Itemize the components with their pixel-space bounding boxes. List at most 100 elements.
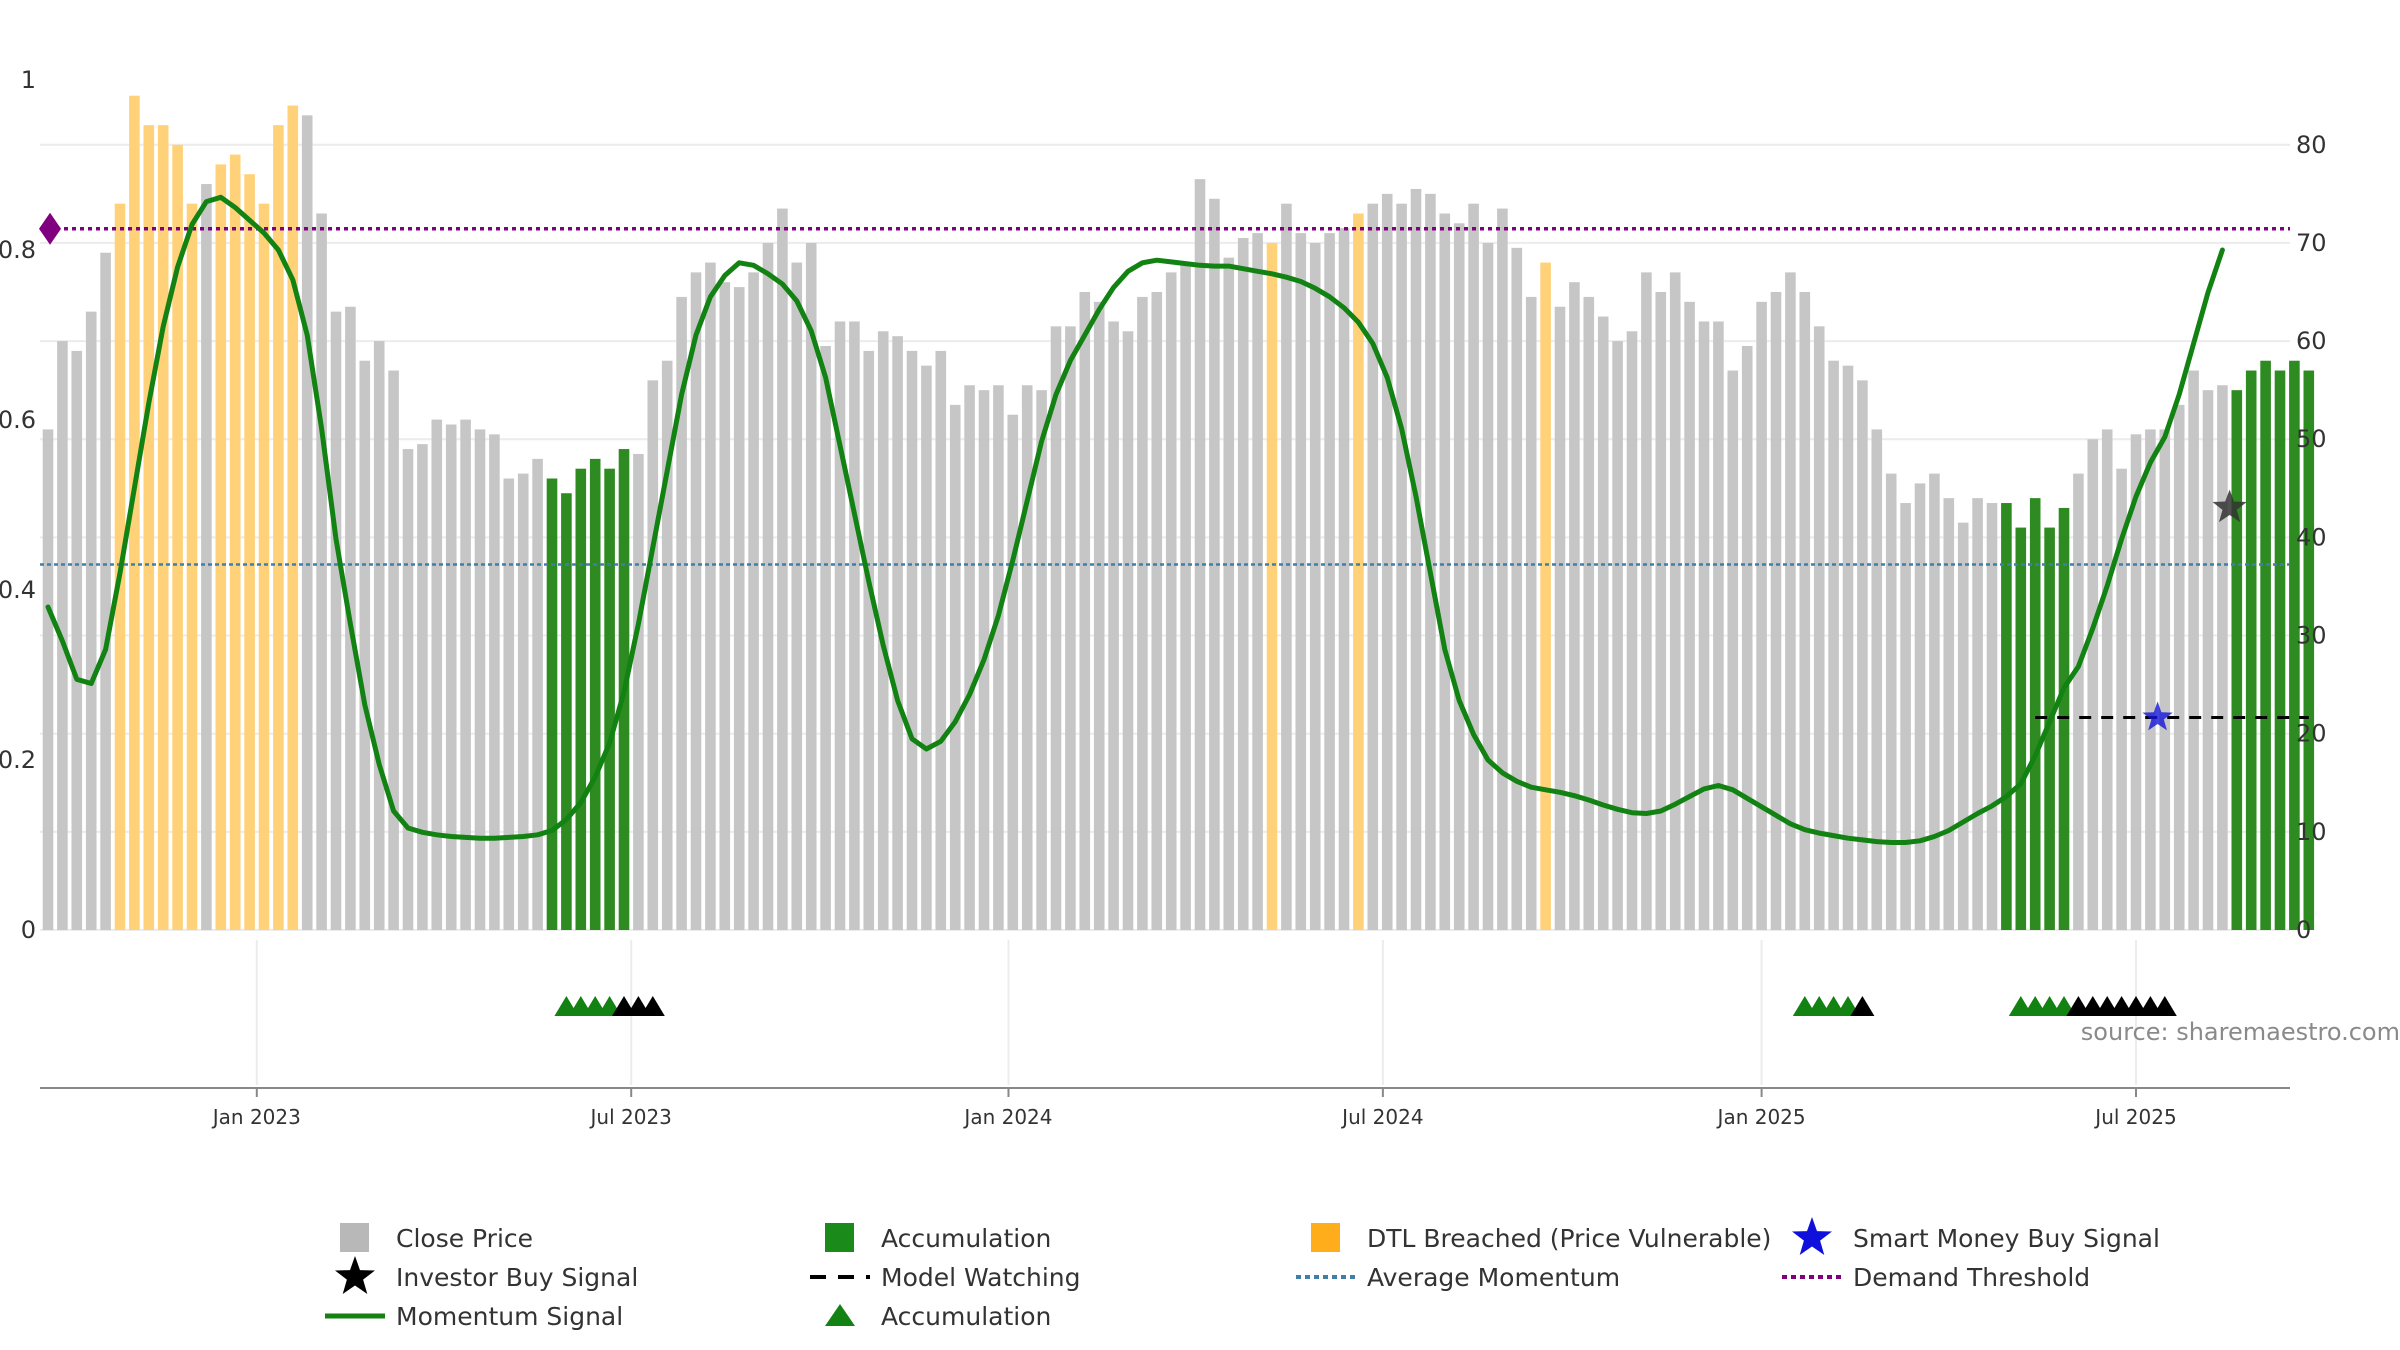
close-price-bar: [1741, 345, 1753, 931]
dtl-breached-bar: [1353, 213, 1364, 930]
accumulation-bar: [589, 458, 601, 930]
close-price-bar: [1857, 380, 1868, 930]
close-price-bar: [2173, 404, 2185, 930]
left-axis-tick-label: 0: [21, 916, 36, 944]
close-price-bar: [100, 252, 111, 930]
close-price-bar: [42, 429, 54, 930]
close-price-bar: [892, 336, 903, 930]
close-price-bars: [42, 95, 2315, 931]
left-axis-tick-label: 0.4: [0, 576, 36, 604]
close-price-bar: [1410, 188, 1422, 930]
close-price-bar: [690, 272, 702, 930]
accumulation-bar: [2044, 527, 2055, 930]
close-price-bar: [1137, 296, 1148, 930]
close-price-bar: [1093, 301, 1105, 931]
close-price-bar: [330, 311, 342, 930]
legend-label: Model Watching: [881, 1263, 1081, 1292]
close-price-bar: [1237, 238, 1249, 931]
close-price-bar: [532, 458, 543, 930]
legend-label: Investor Buy Signal: [396, 1263, 638, 1292]
close-price-bar: [1295, 233, 1307, 930]
close-price-bar: [1943, 498, 1955, 930]
close-price-bar: [1007, 414, 1019, 930]
close-price-bar: [935, 350, 947, 930]
close-price-bar: [1151, 292, 1163, 930]
accumulation-bar: [2274, 370, 2286, 930]
close-price-bar: [1209, 198, 1220, 931]
legend-item: Momentum Signal: [325, 1302, 623, 1331]
close-price-bar: [1381, 193, 1393, 930]
legend-item: Demand Threshold: [1782, 1263, 2090, 1292]
accumulation-bar: [575, 468, 587, 930]
accumulation-bar: [2015, 527, 2027, 930]
close-price-bar: [373, 341, 385, 930]
x-axis-tick-label: Jul 2025: [2093, 1105, 2176, 1129]
close-price-bar: [2217, 385, 2228, 930]
close-price-bar: [1036, 390, 1047, 931]
close-price-bar: [71, 350, 83, 930]
dtl-breached-bar: [273, 125, 284, 930]
dtl-breached-bar: [229, 154, 241, 931]
close-price-bar: [1986, 503, 1998, 930]
left-axis-tick-label: 0.6: [0, 406, 36, 434]
close-price-bar: [359, 360, 371, 930]
legend-label: DTL Breached (Price Vulnerable): [1367, 1224, 1771, 1253]
dtl-breached-bar: [287, 105, 299, 930]
close-price-bar: [1108, 321, 1119, 930]
close-price-bar: [1957, 522, 1969, 930]
close-price-bar: [1929, 473, 1940, 930]
accumulation-bar: [604, 468, 615, 930]
legend-item: Average Momentum: [1296, 1263, 1620, 1292]
right-axis-tick-label: 0: [2296, 916, 2311, 944]
close-price-bar: [1914, 483, 1926, 930]
close-price-bar: [1367, 203, 1379, 930]
x-axis-tick-label: Jan 2024: [962, 1105, 1052, 1129]
close-price-bar: [503, 478, 515, 930]
close-price-bar: [1813, 326, 1825, 931]
close-price-bar: [1727, 370, 1739, 930]
dtl-breached-bar: [1540, 262, 1551, 931]
close-price-bar: [1612, 341, 1623, 930]
legend-item: Accumulation: [825, 1302, 1051, 1331]
close-price-bar: [316, 213, 327, 930]
close-price-bar: [1626, 331, 1638, 930]
close-price-bar: [2116, 468, 2127, 930]
close-price-bar: [1324, 233, 1335, 930]
close-price-bar: [1223, 257, 1235, 930]
right-axis-tick-label: 80: [2296, 131, 2327, 159]
close-price-bar: [633, 453, 644, 930]
close-price-bar: [1281, 203, 1292, 930]
close-price-bar: [849, 321, 860, 930]
close-price-bar: [474, 429, 486, 930]
accumulation-bar: [561, 493, 572, 930]
close-price-bar: [1021, 385, 1033, 930]
dtl-breached-bar: [258, 203, 270, 930]
close-price-bar: [1770, 292, 1782, 930]
close-price-bar: [1453, 223, 1465, 930]
momentum-signal-line: [45, 194, 2225, 845]
close-price-bar: [2087, 439, 2099, 930]
smart-money-buy-star: [2142, 701, 2173, 731]
accumulation-bar: [2231, 390, 2243, 931]
close-price-bar: [2145, 429, 2156, 930]
close-price-bar: [877, 331, 889, 930]
close-price-bar: [1165, 272, 1177, 930]
close-price-bar: [805, 242, 817, 930]
close-price-bar: [993, 385, 1004, 930]
dtl-breached-bar: [1266, 242, 1278, 930]
close-price-bar: [1684, 301, 1695, 931]
legend-item: Investor Buy Signal: [335, 1256, 638, 1294]
close-price-bar: [820, 345, 831, 931]
close-price-bar: [2202, 390, 2214, 931]
signal-lines: [40, 194, 2309, 845]
legend-item: Accumulation: [825, 1223, 1051, 1253]
close-price-bar: [2159, 429, 2171, 930]
close-price-bar: [2101, 429, 2113, 930]
legend-triangle-icon: [825, 1304, 855, 1326]
close-price-bar: [1885, 473, 1897, 930]
right-axis-tick-label: 20: [2296, 720, 2327, 748]
right-axis-tick-label: 70: [2296, 229, 2327, 257]
close-price-bar: [445, 424, 457, 930]
right-axis-tick-label: 40: [2296, 523, 2327, 551]
signal-markers: [39, 212, 2247, 1016]
